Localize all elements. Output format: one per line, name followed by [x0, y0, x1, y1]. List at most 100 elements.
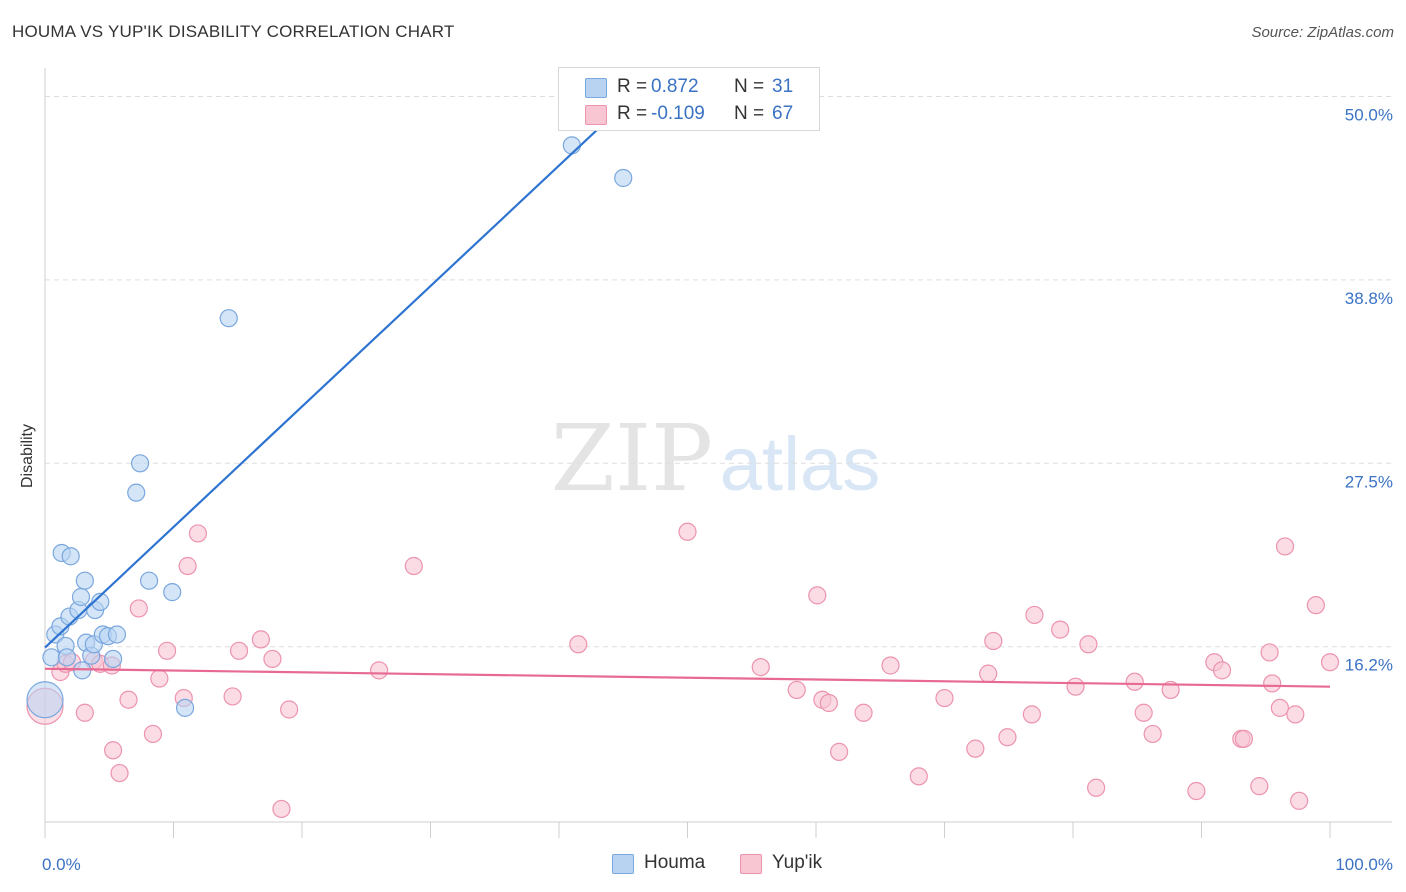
- yupik-point: [1234, 729, 1254, 748]
- y-tick-label: 50.0%: [1345, 105, 1393, 124]
- yupik-point: [881, 656, 900, 675]
- yupik-point: [75, 703, 94, 722]
- yupik-point: [150, 669, 169, 688]
- yupik-point: [251, 630, 270, 649]
- yupik-point: [263, 649, 282, 669]
- y-tick-label: 27.5%: [1345, 472, 1393, 491]
- yupik-n-value: 67: [772, 103, 794, 124]
- yupik-point: [178, 556, 197, 576]
- yupik-point: [280, 700, 299, 719]
- houma-point: [71, 587, 91, 607]
- yupik-point: [370, 661, 389, 680]
- x-tick-label-max: 100.0%: [1335, 855, 1393, 874]
- yupik-point: [1025, 605, 1044, 625]
- yupik-point: [678, 522, 697, 541]
- yupik-point: [1161, 680, 1180, 700]
- yupik-point: [119, 690, 138, 709]
- houma-series: [26, 136, 633, 719]
- yupik-point: [1270, 698, 1289, 717]
- yupik-point: [808, 586, 827, 605]
- yupik-point: [1275, 537, 1295, 556]
- source-label: Source: ZipAtlas.com: [1251, 24, 1394, 41]
- houma-point: [175, 698, 195, 717]
- yupik-point: [1022, 705, 1041, 724]
- yupik-n-label: N =: [734, 103, 765, 124]
- houma-point: [219, 309, 238, 328]
- yupik-point: [998, 728, 1017, 747]
- yupik-point: [1143, 724, 1162, 744]
- houma-swatch: [585, 78, 607, 98]
- houma-point: [562, 136, 581, 155]
- yupik-point: [1263, 674, 1282, 693]
- yupik-trend-line: [44, 667, 1331, 688]
- watermark-zip: ZIP: [551, 405, 713, 512]
- gridlines: [45, 95, 1392, 648]
- yupik-point: [1051, 620, 1070, 639]
- bottom-yupik-label: Yup'ik: [772, 852, 823, 873]
- houma-point: [75, 571, 94, 590]
- houma-point: [139, 571, 159, 590]
- yupik-point: [1087, 778, 1106, 797]
- yupik-point: [751, 658, 770, 677]
- y-tick-labels: 16.2% 27.5% 38.8% 50.0%: [1345, 105, 1393, 674]
- yupik-r-label: R =: [617, 103, 648, 124]
- yupik-point: [569, 635, 588, 654]
- yupik-point: [104, 741, 123, 760]
- houma-n-label: N =: [734, 76, 765, 97]
- y-tick-label: 38.8%: [1345, 289, 1393, 308]
- houma-point: [26, 681, 64, 719]
- axes: [44, 68, 1392, 838]
- yupik-point: [223, 687, 242, 706]
- yupik-point: [1286, 705, 1305, 724]
- yupik-point: [1306, 596, 1325, 615]
- yupik-point: [1290, 791, 1309, 810]
- houma-point: [42, 648, 61, 667]
- houma-point: [614, 168, 633, 188]
- yupik-point: [1066, 677, 1085, 696]
- yupik-r-value: -0.109: [651, 103, 705, 124]
- houma-point: [91, 592, 110, 611]
- yupik-point: [984, 631, 1003, 651]
- watermark-atlas: atlas: [720, 422, 881, 507]
- yupik-point: [129, 599, 148, 618]
- yupik-point: [1260, 643, 1279, 662]
- houma-point: [104, 649, 123, 669]
- trend-lines: [44, 73, 1331, 688]
- yupik-point: [1320, 653, 1340, 672]
- houma-point: [57, 648, 76, 667]
- houma-n-value: 31: [772, 76, 794, 97]
- houma-r-value: 0.872: [651, 76, 699, 97]
- yupik-point: [157, 641, 177, 660]
- yupik-point: [909, 767, 928, 786]
- watermark: ZIP atlas: [551, 405, 880, 512]
- yupik-point: [935, 688, 954, 708]
- houma-point: [107, 625, 127, 644]
- yupik-point: [830, 742, 849, 761]
- yupik-point: [966, 739, 985, 758]
- houma-point: [127, 483, 146, 502]
- yupik-point: [229, 641, 249, 660]
- yupik-point: [787, 680, 806, 700]
- yupik-point: [404, 556, 423, 576]
- yupik-point: [1125, 672, 1144, 691]
- yupik-point: [1079, 635, 1098, 654]
- yupik-point: [1250, 777, 1269, 796]
- y-tick-label: 16.2%: [1345, 656, 1393, 675]
- yupik-point: [854, 703, 873, 722]
- legend-row-houma: R = 0.872 N = 31: [559, 74, 819, 100]
- x-tick-labels: 0.0% 100.0%: [42, 855, 1393, 874]
- houma-trend-line: [44, 73, 658, 649]
- houma-point: [61, 547, 80, 566]
- yupik-point: [110, 763, 129, 783]
- yupik-point: [272, 799, 291, 819]
- bottom-houma-swatch: [612, 854, 634, 874]
- legend-row-yupik: R = -0.109 N = 67: [559, 101, 819, 127]
- yupik-point: [143, 724, 163, 744]
- bottom-yupik-swatch: [740, 854, 762, 874]
- yupik-point: [979, 664, 998, 683]
- yupik-point: [1187, 781, 1206, 801]
- yupik-point: [819, 693, 838, 713]
- houma-point: [130, 454, 150, 473]
- yupik-point: [188, 524, 208, 543]
